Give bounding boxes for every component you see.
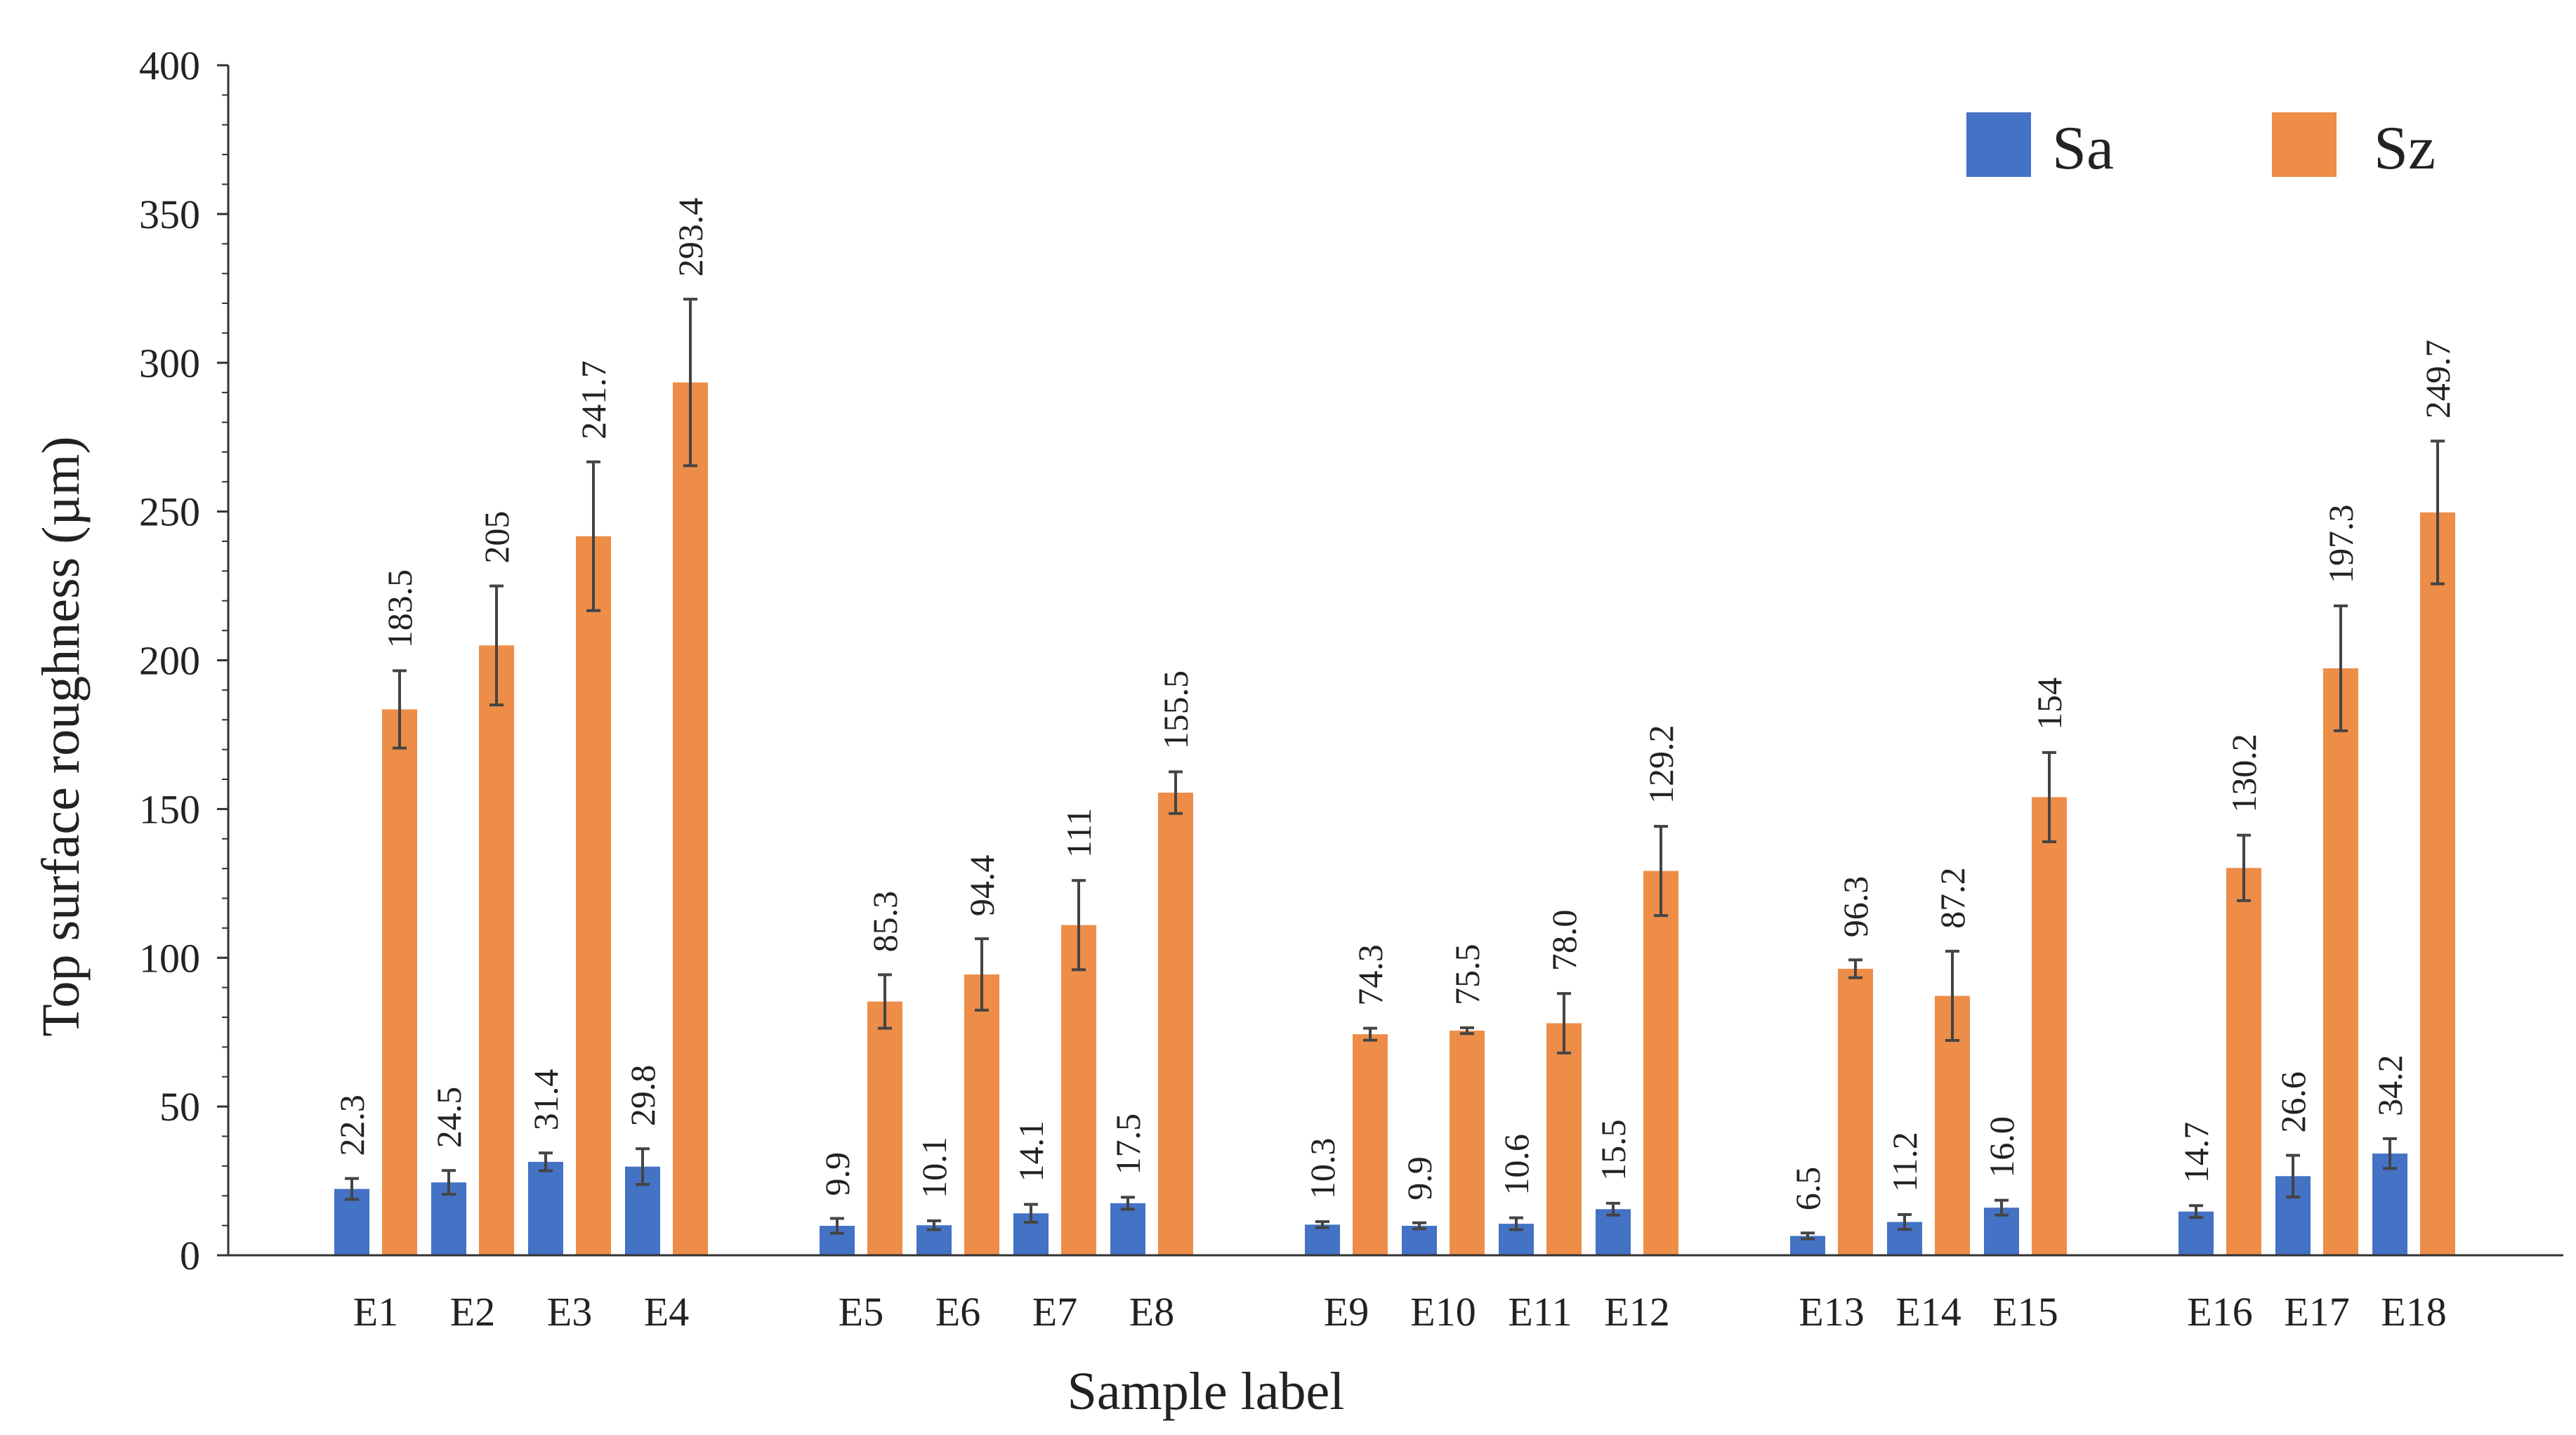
x-tick-label: E18	[2381, 1289, 2446, 1335]
y-tick-label: 200	[139, 638, 200, 684]
data-label-sa-e2: 24.5	[429, 1087, 468, 1149]
x-tick-label: E13	[1799, 1289, 1864, 1335]
data-label-sz-e11: 78.0	[1544, 910, 1584, 972]
bar-sa-e9	[1305, 1224, 1340, 1255]
bar-sz-e11	[1546, 1023, 1582, 1255]
legend: Sa Sz	[1966, 112, 2436, 183]
data-label-sa-e16: 14.7	[2176, 1122, 2216, 1184]
data-label-sz-e2: 205	[477, 511, 516, 564]
data-label-sa-e13: 6.5	[1788, 1167, 1827, 1211]
bar-sz-e1	[382, 709, 417, 1255]
data-label-sz-e10: 75.5	[1447, 944, 1487, 1005]
data-label-sa-e8: 17.5	[1108, 1113, 1148, 1175]
data-label-sz-e5: 85.3	[865, 891, 905, 953]
data-label-sa-e9: 10.3	[1303, 1138, 1342, 1200]
x-tick-label: E6	[935, 1289, 980, 1335]
y-tick-label: 400	[139, 43, 200, 88]
y-tick-label: 300	[139, 340, 200, 386]
data-label-sa-e10: 9.9	[1400, 1156, 1439, 1201]
x-tick-label: E8	[1129, 1289, 1174, 1335]
data-label-sa-e14: 11.2	[1885, 1132, 1924, 1192]
data-label-sa-e1: 22.3	[332, 1095, 372, 1156]
bar-sz-e15	[2032, 797, 2067, 1255]
bar-sz-e16	[2226, 868, 2261, 1255]
x-tick-label: E17	[2284, 1289, 2349, 1335]
data-label-sz-e17: 197.3	[2321, 504, 2360, 583]
data-label-sa-e17: 26.6	[2273, 1071, 2313, 1133]
legend-label-sa: Sa	[2052, 114, 2114, 183]
data-label-sz-e8: 155.5	[1156, 670, 1195, 750]
data-label-sa-e18: 34.2	[2370, 1054, 2410, 1116]
data-label-sz-e6: 94.4	[962, 855, 1001, 917]
data-label-sa-e7: 14.1	[1011, 1120, 1051, 1182]
y-axis-title: Top surface roughness (µm)	[32, 436, 91, 1036]
legend-swatch-sz	[2272, 112, 2337, 177]
axes: 0 50 100 150 200 250 300 350 400 E1 E2 E3 E4 E5 E6 E7 E8…	[139, 43, 2563, 1335]
bar-sz-e8	[1158, 793, 1193, 1255]
bar-sa-e10	[1402, 1226, 1437, 1255]
bar-sz-e4	[673, 382, 708, 1255]
bar-sz-e13	[1838, 968, 1873, 1255]
x-tick-label: E14	[1895, 1289, 1961, 1335]
x-axis-title: Sample label	[1067, 1362, 1345, 1421]
x-tick-label: E7	[1032, 1289, 1077, 1335]
bar-sz-e17	[2323, 668, 2358, 1255]
data-label-sz-e1: 183.5	[380, 569, 419, 649]
data-label-sz-e3: 241.7	[574, 360, 613, 439]
y-tick-label: 50	[159, 1084, 200, 1130]
bar-sz-e18	[2420, 512, 2455, 1255]
x-tick-label: E1	[353, 1289, 398, 1335]
x-tick-label: E12	[1604, 1289, 1669, 1335]
x-tick-label: E9	[1324, 1289, 1369, 1335]
y-tick-label: 100	[139, 935, 200, 981]
bar-sz-e6	[964, 974, 999, 1255]
x-tick-label: E16	[2187, 1289, 2252, 1335]
data-label-sz-e12: 129.2	[1641, 725, 1681, 804]
y-tick-label: 250	[139, 489, 200, 535]
x-tick-label: E3	[547, 1289, 592, 1335]
legend-swatch-sa	[1966, 112, 2031, 177]
y-tick-label: 0	[180, 1233, 200, 1278]
data-label-sa-e12: 15.5	[1593, 1119, 1633, 1181]
x-tick-label: E10	[1410, 1289, 1476, 1335]
bar-sa-e8	[1110, 1203, 1145, 1255]
x-tick-label: E5	[839, 1289, 883, 1335]
bar-sz-e2	[479, 645, 514, 1255]
x-tick-label: E15	[1992, 1289, 2058, 1335]
legend-label-sz: Sz	[2374, 114, 2436, 183]
x-tick-label: E4	[644, 1289, 689, 1335]
bar-sz-e7	[1061, 925, 1096, 1255]
data-label-sz-e4: 293.4	[671, 198, 710, 277]
data-label-sa-e5: 9.9	[817, 1152, 857, 1196]
bar-sa-e18	[2372, 1153, 2407, 1255]
x-tick-label: E11	[1508, 1289, 1572, 1335]
data-label-sa-e4: 29.8	[623, 1065, 662, 1127]
bar-sa-e3	[528, 1161, 563, 1255]
data-label-sz-e13: 96.3	[1836, 876, 1875, 938]
data-label-sz-e16: 130.2	[2224, 734, 2263, 813]
bar-sz-e10	[1450, 1031, 1485, 1255]
plot-area: 22.3 183.5 24.5 205 31.4 241.7 29.8 293.4 9.9 85.…	[332, 198, 2457, 1255]
data-label-sz-e14: 87.2	[1933, 867, 1972, 929]
data-label-sa-e11: 10.6	[1497, 1134, 1536, 1196]
data-label-sz-e18: 249.7	[2418, 340, 2457, 419]
data-label-sz-e9: 74.3	[1351, 944, 1390, 1006]
bar-sz-e9	[1353, 1034, 1388, 1255]
y-tick-label: 150	[139, 786, 200, 832]
data-label-sz-e7: 111	[1059, 808, 1098, 858]
x-tick-label: E2	[450, 1289, 495, 1335]
data-label-sa-e3: 31.4	[526, 1069, 565, 1131]
data-label-sa-e15: 16.0	[1982, 1116, 2021, 1178]
bar-sz-e5	[867, 1001, 902, 1255]
data-label-sa-e6: 10.1	[914, 1137, 954, 1198]
bar-sz-e12	[1643, 871, 1678, 1255]
bar-sa-e12	[1596, 1209, 1631, 1255]
y-tick-label: 350	[139, 192, 200, 237]
data-label-sz-e15: 154	[2030, 677, 2069, 730]
bar-sz-e3	[576, 536, 611, 1255]
